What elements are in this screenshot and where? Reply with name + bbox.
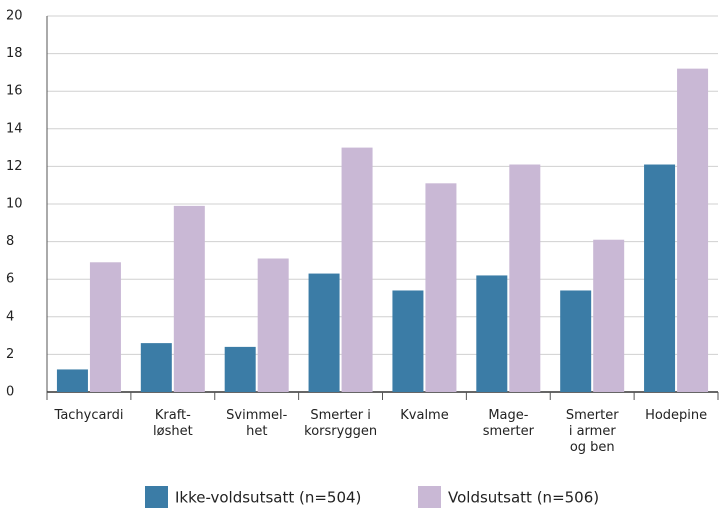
legend-label: Voldsutsatt (n=506) xyxy=(448,489,599,507)
bar xyxy=(425,183,457,392)
legend-label: Ikke-voldsutsatt (n=504) xyxy=(175,489,361,507)
bar xyxy=(644,164,676,392)
y-tick-label: 12 xyxy=(6,159,23,174)
legend-swatch xyxy=(145,486,168,508)
x-tick-label: Smerter i armer og ben xyxy=(565,408,619,455)
y-tick-label: 18 xyxy=(6,46,23,61)
bar xyxy=(224,346,256,392)
y-tick-label: 20 xyxy=(6,9,23,24)
x-tick-label: Mage- smerter xyxy=(482,408,534,439)
y-tick-label: 8 xyxy=(6,234,14,249)
bar xyxy=(476,275,508,392)
bar xyxy=(560,290,592,392)
x-tick-label: Hodepine xyxy=(645,408,708,423)
bar xyxy=(140,343,172,392)
y-tick-label: 0 xyxy=(6,385,14,400)
x-tick-label: Smerter i korsryggen xyxy=(304,408,378,439)
x-tick-label: Svimmel- het xyxy=(226,408,288,439)
bar xyxy=(509,164,541,392)
y-tick-label: 16 xyxy=(6,84,23,99)
bar xyxy=(593,239,625,392)
y-tick-label: 14 xyxy=(6,121,23,136)
x-tick-label: Kvalme xyxy=(400,408,449,423)
legend-swatch xyxy=(418,486,441,508)
bar xyxy=(308,273,340,392)
bar xyxy=(56,369,88,392)
bar xyxy=(392,290,424,392)
x-tick-label: Kraft- løshet xyxy=(153,408,193,439)
y-tick-label: 4 xyxy=(6,309,14,324)
x-tick-label: Tachycardi xyxy=(54,408,124,423)
bar xyxy=(257,258,289,392)
bar xyxy=(677,68,709,392)
bar xyxy=(173,205,205,392)
bar xyxy=(341,147,373,392)
bar xyxy=(89,262,121,392)
y-tick-label: 6 xyxy=(6,272,14,287)
y-tick-label: 10 xyxy=(6,197,23,212)
y-tick-label: 2 xyxy=(6,347,14,362)
